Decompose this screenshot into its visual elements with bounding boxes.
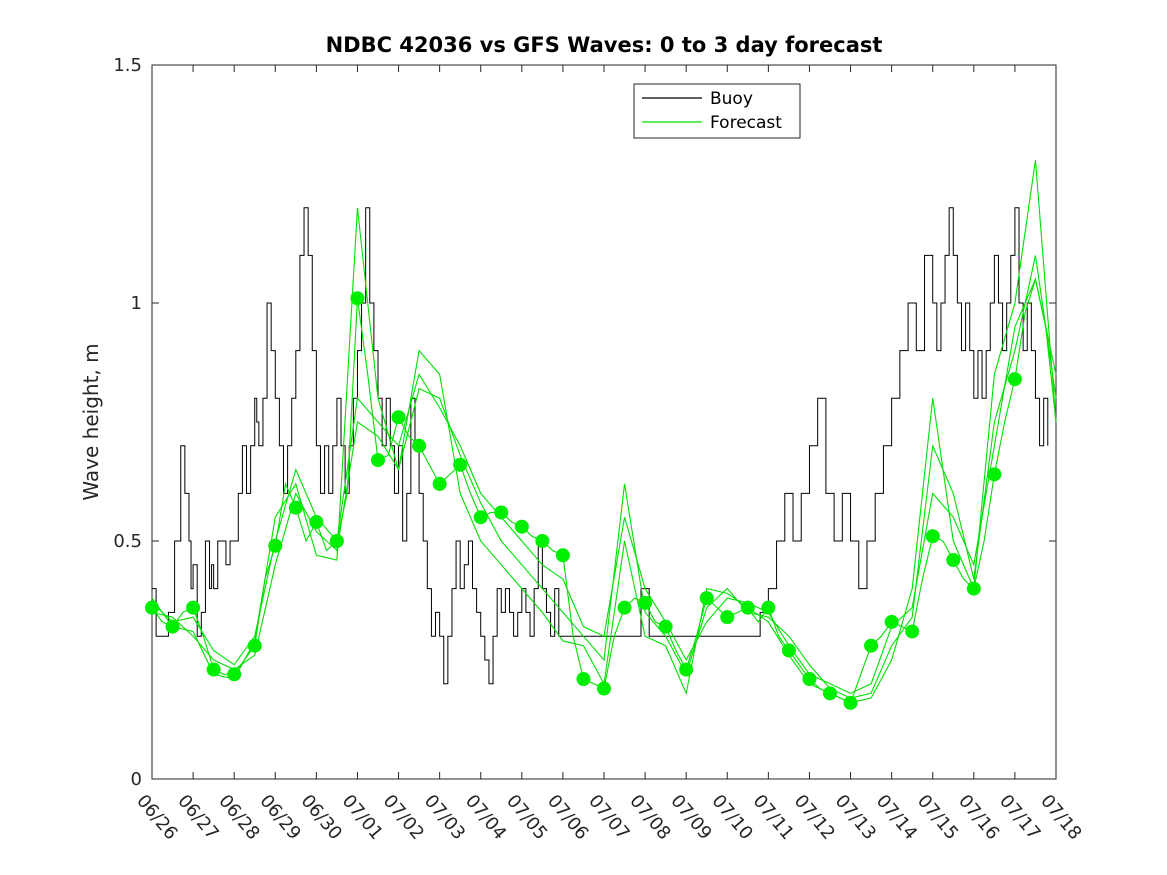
y-tick-label: 1.5: [113, 55, 142, 76]
forecast-point: [535, 534, 550, 548]
legend-label-buoy: Buoy: [710, 89, 753, 109]
chart-title: NDBC 42036 vs GFS Waves: 0 to 3 day fore…: [326, 33, 883, 57]
forecast-point: [453, 457, 468, 472]
x-tick-label: 06/30: [297, 791, 346, 844]
y-axis-ticks: 0 0.5 1 1.5: [113, 55, 1056, 790]
forecast-point: [494, 505, 509, 520]
x-tick-label: 07/01: [338, 791, 387, 844]
x-tick-label: 07/06: [543, 791, 592, 844]
y-tick-label: 1: [131, 293, 142, 314]
forecast-point: [781, 643, 796, 658]
x-tick-label: 06/26: [132, 791, 181, 844]
x-tick-label: 07/17: [995, 791, 1044, 844]
forecast-point: [884, 614, 899, 629]
forecast-point: [638, 595, 653, 610]
forecast-point: [555, 548, 570, 563]
x-tick-label: 07/05: [502, 791, 551, 844]
forecast-point: [247, 638, 262, 653]
x-tick-label: 07/12: [790, 791, 839, 844]
forecast-point: [823, 686, 837, 701]
legend-box: [633, 83, 801, 139]
forecast-point: [966, 581, 981, 596]
legend-label-forecast: Forecast: [710, 113, 782, 133]
forecast-point: [658, 619, 673, 634]
series-line-buoy: [152, 207, 1049, 685]
forecast-point: [145, 600, 159, 615]
forecast-point: [206, 662, 221, 677]
x-tick-label: 07/09: [666, 791, 715, 844]
forecast-point: [329, 534, 344, 548]
forecast-point: [987, 467, 1002, 482]
forecast-point: [227, 667, 242, 682]
forecast-point: [864, 638, 879, 653]
forecast-point: [186, 600, 201, 615]
forecast-point: [843, 695, 858, 710]
forecast-point: [597, 681, 611, 696]
x-tick-label: 06/29: [255, 791, 304, 844]
forecast-point: [576, 672, 591, 687]
x-tick-label: 07/15: [913, 791, 962, 844]
forecast-point: [720, 610, 735, 625]
x-tick-label: 07/14: [872, 791, 921, 844]
y-tick-label: 0: [131, 769, 142, 790]
forecast-point: [1007, 372, 1022, 387]
forecast-point: [473, 510, 488, 525]
x-tick-label: 06/27: [173, 791, 222, 844]
forecast-point: [699, 591, 714, 606]
forecast-point: [371, 453, 385, 468]
x-tick-label: 06/28: [214, 791, 263, 844]
x-tick-label: 07/10: [707, 791, 756, 844]
forecast-point: [740, 600, 755, 615]
x-tick-label: 07/16: [954, 791, 1003, 844]
forecast-point: [802, 672, 817, 687]
forecast-point: [165, 619, 180, 634]
forecast-point: [412, 438, 427, 453]
x-tick-label: 07/13: [831, 791, 880, 844]
forecast-point: [679, 662, 694, 677]
x-tick-label: 07/18: [1036, 791, 1085, 844]
x-tick-label: 07/08: [625, 791, 674, 844]
y-axis-label: Wave height, m: [79, 343, 103, 500]
forecast-point: [514, 519, 529, 534]
forecast-point: [905, 624, 920, 639]
x-tick-label: 07/02: [379, 791, 428, 844]
analysis-points-layer: [145, 291, 1022, 710]
forecast-point: [288, 500, 303, 515]
x-tick-label: 07/07: [584, 791, 633, 844]
legend: Buoy Forecast: [633, 83, 801, 139]
y-tick-label: 0.5: [113, 531, 142, 552]
forecast-point: [268, 538, 283, 553]
forecast-point: [946, 553, 961, 568]
forecast-point: [350, 291, 365, 306]
forecast-point: [925, 529, 940, 544]
x-tick-label: 07/03: [420, 791, 469, 844]
x-tick-label: 07/04: [461, 791, 510, 844]
forecast-point: [432, 476, 447, 491]
forecast-point: [391, 410, 406, 425]
x-tick-label: 07/11: [749, 791, 798, 844]
plot-area: [151, 64, 1057, 780]
forecast-point: [761, 600, 776, 615]
forecast-point: [617, 600, 632, 615]
forecast-point: [309, 514, 324, 529]
